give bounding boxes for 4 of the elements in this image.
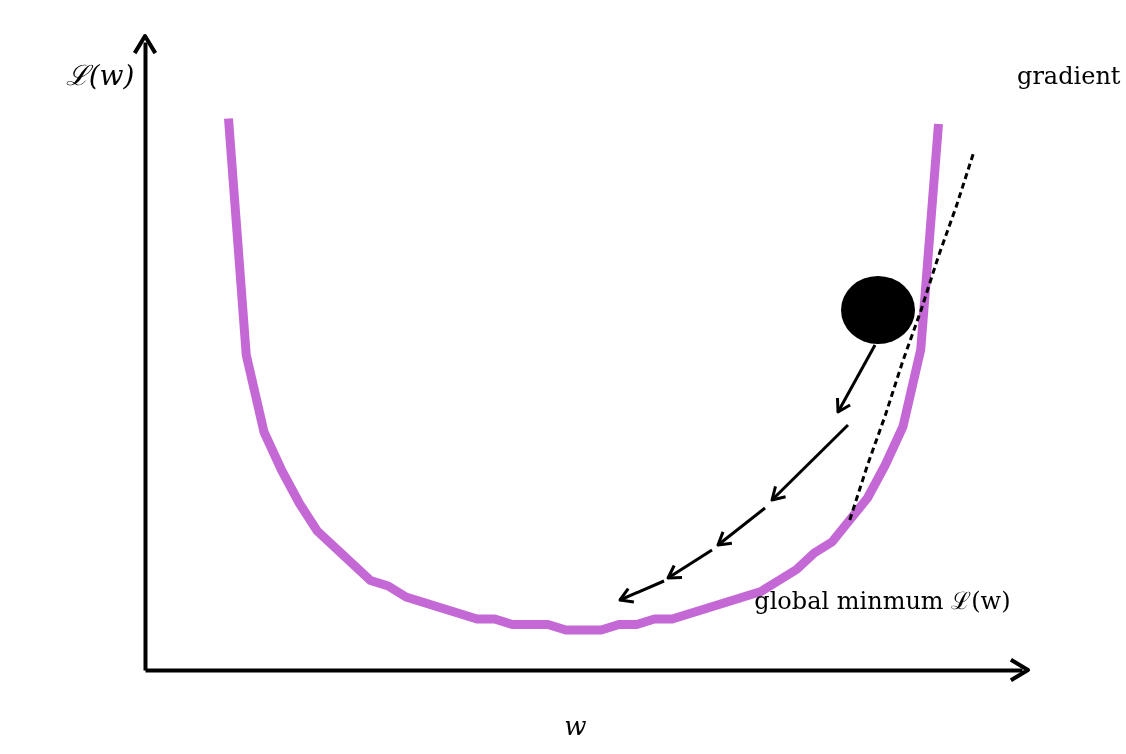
text: gradient [1017, 61, 1121, 90]
x-axis-title: w [564, 710, 587, 741]
annotation: global minmum ℒ(w) [754, 586, 1011, 615]
y-axis-title: ℒ(w) [65, 59, 135, 92]
